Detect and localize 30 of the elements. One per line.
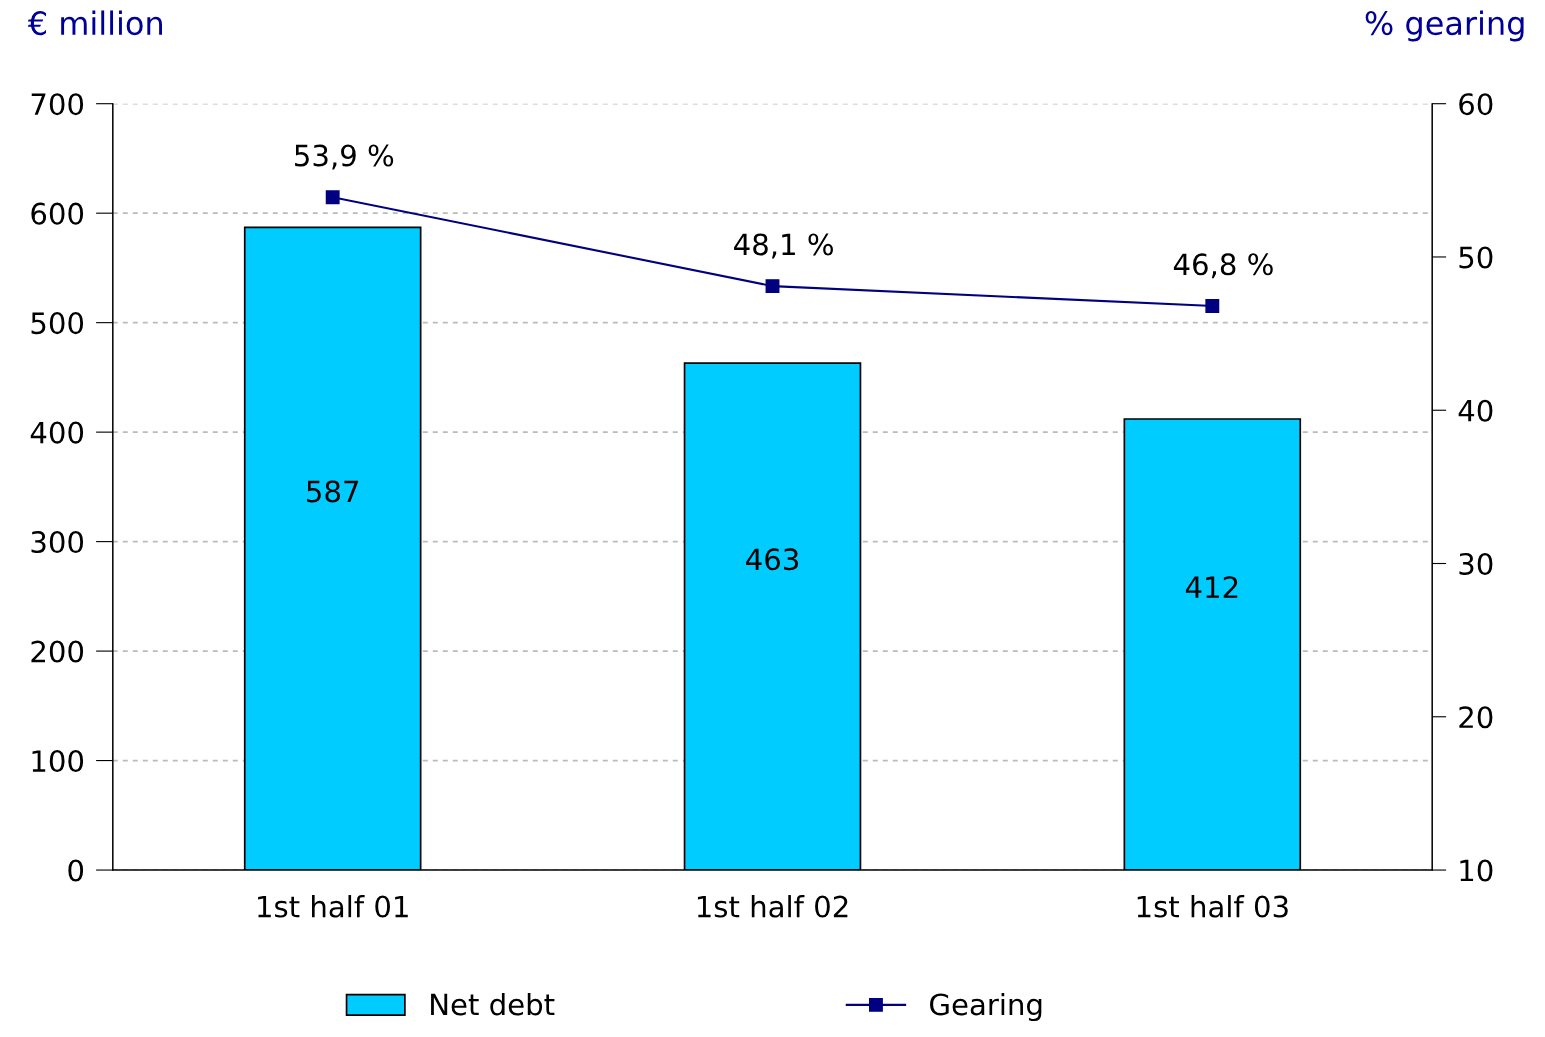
y-tick-label: 400 <box>30 421 84 444</box>
data-label: 463 <box>746 548 798 571</box>
y2-tick-label: 60 <box>1459 93 1493 116</box>
legend-label: Gearing <box>930 992 1042 1022</box>
y2-tick-label: 50 <box>1459 246 1493 269</box>
y-tick-label: 600 <box>31 202 84 225</box>
x-tick-label: 1st half 01 <box>258 895 408 918</box>
y2-tick-label: 20 <box>1459 706 1493 729</box>
y2-axis-title: % gearing <box>1365 10 1524 42</box>
y-tick-label: 200 <box>31 640 84 663</box>
y-tick-label: 500 <box>31 312 84 335</box>
y-tick-label: 300 <box>31 531 84 554</box>
data-label: 48,1 % <box>734 233 833 259</box>
data-label: 412 <box>1185 576 1238 598</box>
point <box>1205 299 1220 313</box>
y-tick-label: 700 <box>31 93 84 116</box>
data-label: 46,8 % <box>1173 253 1273 279</box>
x-tick-label: 1st half 02 <box>697 895 848 918</box>
point <box>765 279 780 294</box>
data-label: 587 <box>307 480 359 503</box>
y2-tick-label: 40 <box>1458 399 1493 422</box>
data-label: 53,9 % <box>295 144 394 170</box>
point <box>325 190 340 205</box>
y-tick-label: 100 <box>32 750 84 773</box>
y2-tick-label: 30 <box>1459 552 1493 575</box>
y-tick-label: 0 <box>68 859 84 882</box>
y2-tick-label: 10 <box>1460 859 1493 882</box>
y-axis-title: € million <box>27 10 162 36</box>
x-tick-label: 1st half 03 <box>1137 895 1288 918</box>
legend-label: Net debt <box>431 992 555 1016</box>
